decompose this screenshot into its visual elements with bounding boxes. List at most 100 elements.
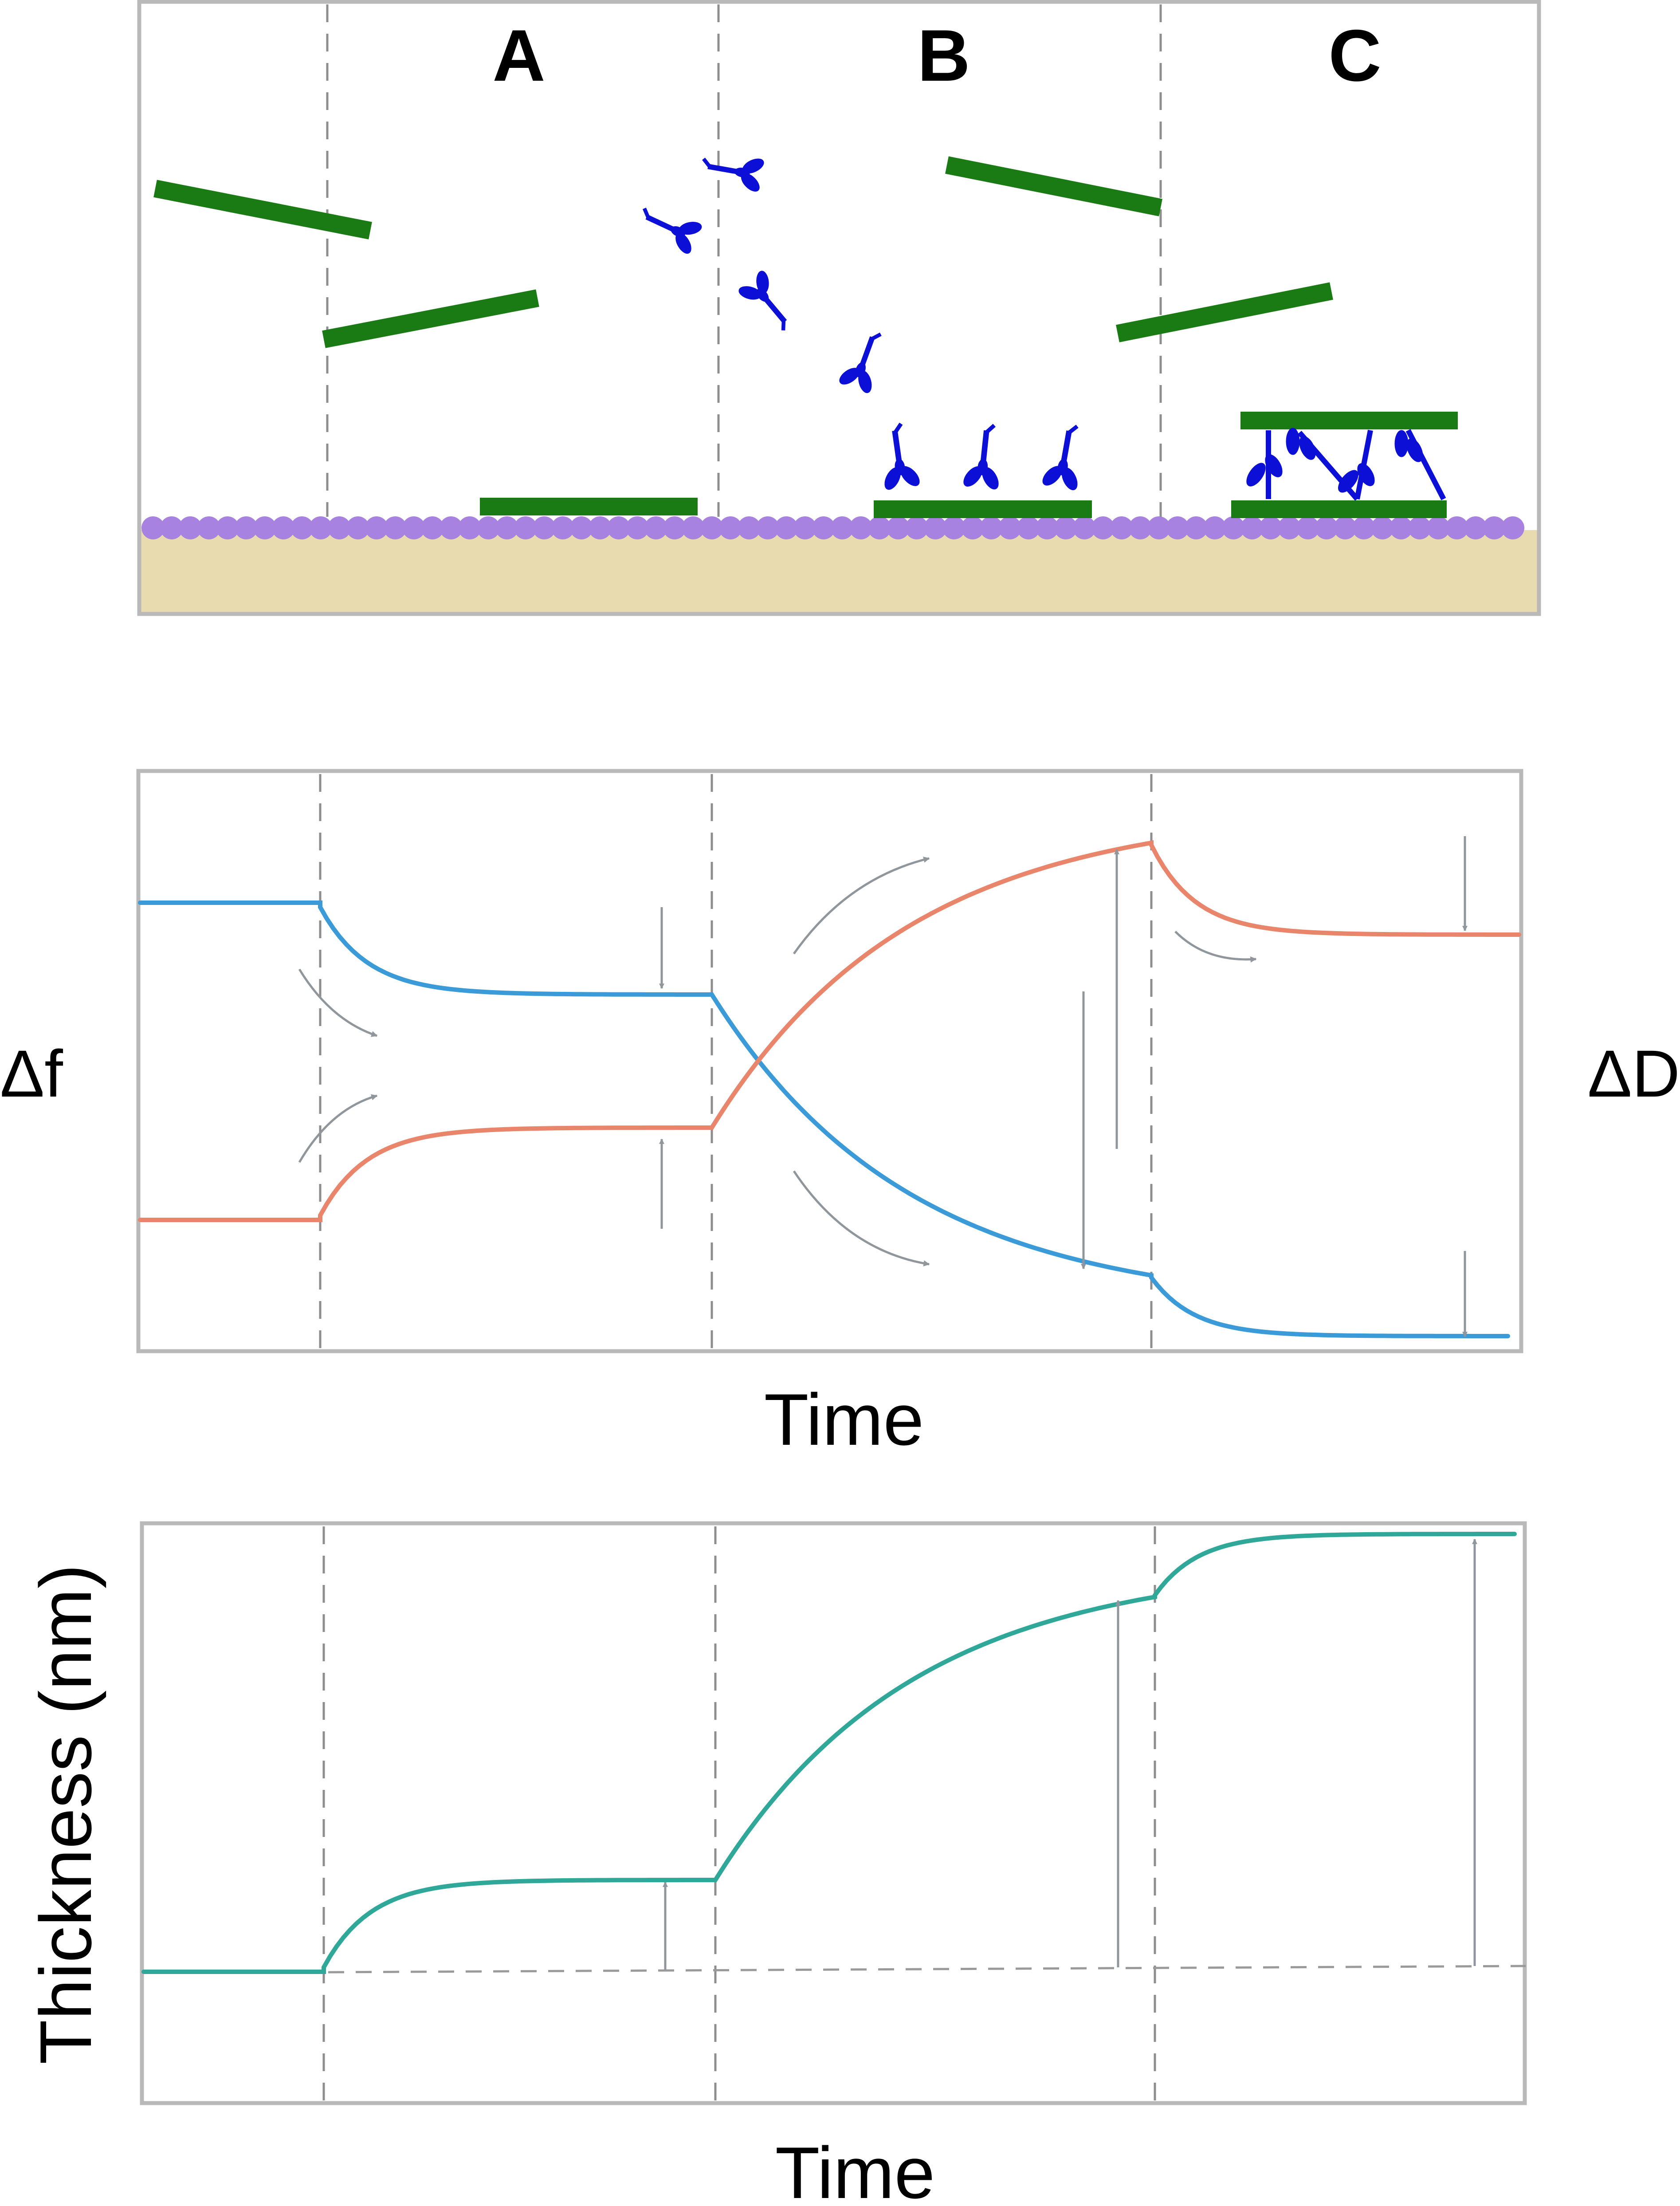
antibody: [1338, 429, 1375, 500]
lipid-head: [998, 516, 1021, 539]
thickness-frame: [140, 1521, 1527, 2105]
lipid-head: [216, 516, 239, 539]
lipid-head: [1390, 516, 1413, 539]
lipid-head: [793, 516, 816, 539]
lipid-head: [533, 516, 556, 539]
lipid-head: [831, 516, 854, 539]
lipid-head: [402, 516, 425, 539]
thickness-y-axis-label: Thickness (nm): [25, 1564, 106, 2064]
fiber: [1116, 282, 1333, 342]
lipid-head: [1315, 516, 1338, 539]
lipid-head: [980, 516, 1003, 539]
lipid-head: [495, 516, 518, 539]
lipid-head: [272, 516, 295, 539]
lipid-head: [1427, 516, 1450, 539]
lipid-head: [1017, 516, 1040, 539]
lipid-head: [700, 516, 723, 539]
antibody: [1038, 421, 1091, 494]
lipid-head: [346, 516, 369, 539]
antibody: [633, 197, 707, 259]
lipid-head: [849, 516, 872, 539]
fiber: [153, 180, 372, 240]
lipid-head: [607, 516, 630, 539]
lipid-head: [775, 516, 798, 539]
stage-label-b: B: [917, 15, 970, 96]
trend-arrow: [793, 1170, 930, 1266]
lipid-head: [887, 516, 910, 539]
trend-arrow: [298, 968, 378, 1037]
substrate: [140, 530, 1538, 612]
lipid-head: [1278, 516, 1301, 539]
antibody: [733, 265, 804, 339]
baseline: [328, 1965, 1526, 1974]
lipid-head: [328, 516, 351, 539]
qcm-panel: Δf ΔD Time: [0, 769, 1680, 1460]
fiber: [945, 156, 1162, 216]
lipid-head: [1445, 516, 1468, 539]
lipid-head: [1483, 516, 1506, 539]
lipid-head: [1334, 516, 1357, 539]
lipid-head: [961, 516, 984, 539]
lipid-head: [1166, 516, 1189, 539]
antibody: [699, 146, 768, 196]
antibody: [1246, 430, 1283, 499]
lipid-head: [1054, 516, 1077, 539]
lipid-head: [1352, 516, 1375, 539]
stage-label-c: C: [1328, 15, 1381, 96]
lipid-head: [440, 516, 463, 539]
lipid-head: [160, 516, 183, 539]
lipid-head: [1408, 516, 1431, 539]
thickness-x-axis-label: Time: [775, 2132, 935, 2206]
delta-f-label: Δf: [0, 1036, 63, 1111]
lipid-head: [905, 516, 928, 539]
antibody: [1394, 429, 1446, 500]
lipid-head: [756, 516, 779, 539]
lipid-head: [719, 516, 742, 539]
stage-label-a: A: [492, 15, 545, 96]
dissipation-curve: [138, 840, 1521, 1222]
delta-d-label: ΔD: [1587, 1036, 1680, 1111]
thickness-curve: [141, 1532, 1517, 1974]
lipid-head: [589, 516, 612, 539]
lipid-head: [1091, 516, 1115, 539]
lipid-head: [514, 516, 537, 539]
lipid-head: [682, 516, 705, 539]
lipid-head: [868, 516, 891, 539]
schematic-frame: [137, 0, 1541, 616]
lipid-head: [1203, 516, 1226, 539]
lipid-head: [253, 516, 276, 539]
lipid-head: [458, 516, 481, 539]
antibody: [834, 325, 893, 398]
thickness-panel: Thickness (nm) Time: [25, 1521, 1527, 2206]
lipid-head: [179, 516, 202, 539]
trend-arrow: [298, 1094, 378, 1163]
lipid-head: [1185, 516, 1208, 539]
lipid-head: [551, 516, 574, 539]
qcm-x-axis-label: Time: [764, 1379, 924, 1460]
lipid-head: [1129, 516, 1152, 539]
lipid-head: [1222, 516, 1245, 539]
lipid-head: [1501, 516, 1524, 539]
lipid-head: [235, 516, 258, 539]
antibody: [873, 422, 924, 494]
qcm-frame: [136, 769, 1523, 1353]
lipid-head: [290, 516, 314, 539]
lipid-head: [942, 516, 966, 539]
lipid-head: [570, 516, 593, 539]
lipid-head: [812, 516, 835, 539]
lipid-head: [309, 516, 332, 539]
fiber: [322, 289, 539, 348]
lipid-head: [197, 516, 220, 539]
frequency-curve: [138, 900, 1510, 1338]
lipid-head: [738, 516, 761, 539]
lipid-head: [663, 516, 686, 539]
lipid-head: [1240, 516, 1264, 539]
lipid-head: [384, 516, 407, 539]
trend-arrow: [1174, 931, 1257, 963]
lipid-head: [477, 516, 500, 539]
lipid-head: [644, 516, 667, 539]
lipid-head: [141, 516, 165, 539]
lipid-head: [1036, 516, 1059, 539]
lipid-head: [365, 516, 388, 539]
